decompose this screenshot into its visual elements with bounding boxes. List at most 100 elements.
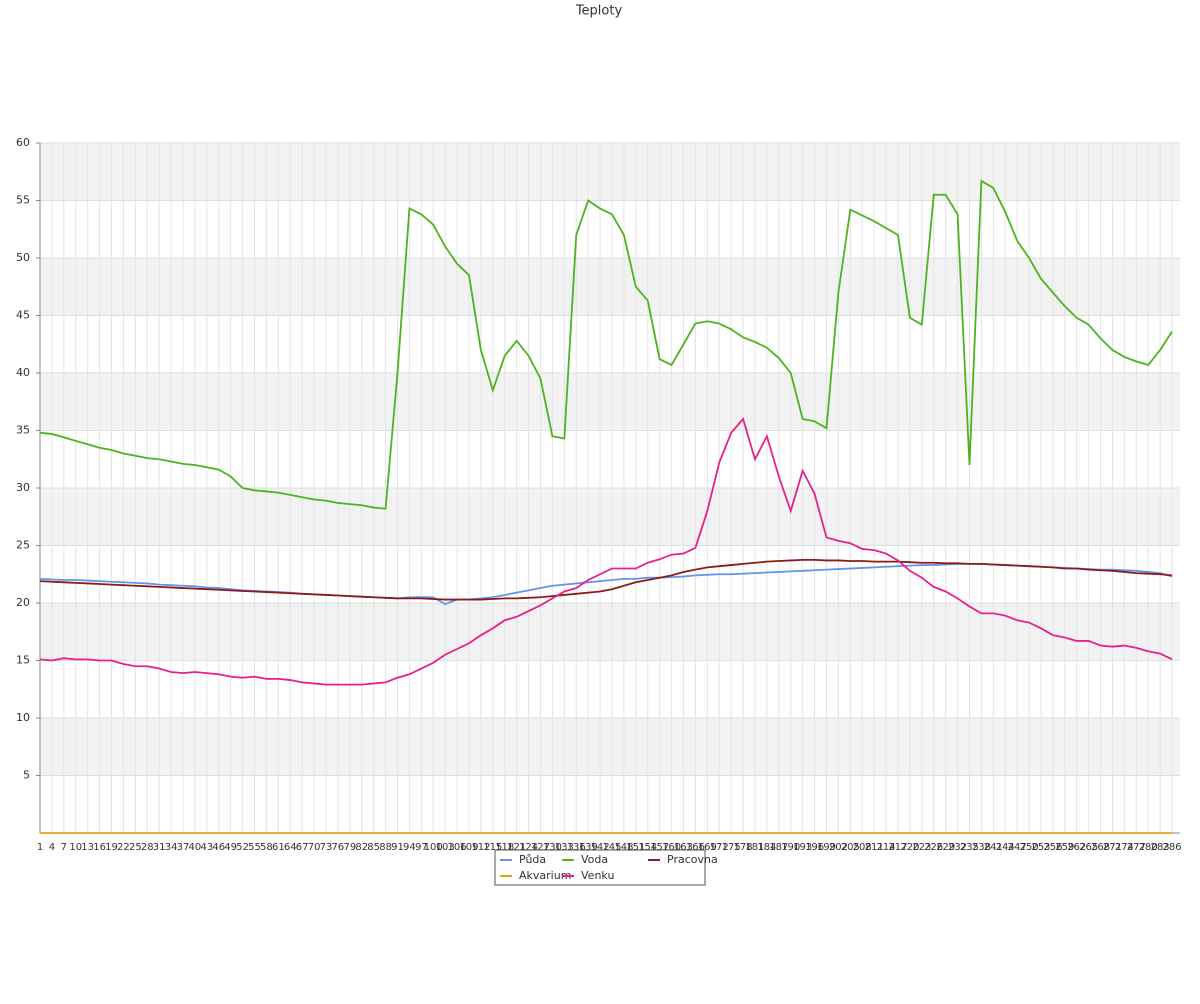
series-line <box>39 563 1173 606</box>
x-tick-label: 73 <box>320 842 333 853</box>
x-tick-label: 193 <box>793 842 812 853</box>
x-tick-label: 145 <box>602 842 621 853</box>
x-tick-label: 160 <box>662 842 681 853</box>
x-tick-label: 28 <box>141 842 154 853</box>
x-tick-label: 10 <box>69 842 82 853</box>
x-tick-label: 181 <box>745 842 764 853</box>
y-tick-label: 50 <box>16 251 30 264</box>
x-tick-label: 178 <box>734 842 753 853</box>
x-tick-label: 118 <box>495 842 514 853</box>
x-tick-label: 31 <box>153 842 166 853</box>
x-tick-label: 274 <box>1115 842 1134 853</box>
legend-label: Akvarium <box>519 869 571 882</box>
x-tick-label: 163 <box>674 842 693 853</box>
x-tick-label: 187 <box>769 842 788 853</box>
x-tick-label: 220 <box>900 842 919 853</box>
x-tick-label: 61 <box>272 842 285 853</box>
x-tick-label: 124 <box>519 842 538 853</box>
x-tick-label: 19 <box>105 842 118 853</box>
series-line <box>39 558 1173 601</box>
x-tick-label: 283 <box>1151 842 1170 853</box>
x-tick-label: 43 <box>200 842 213 853</box>
x-tick-label: 103 <box>436 842 455 853</box>
x-tick-label: 49 <box>224 842 237 853</box>
x-tick-label: 217 <box>888 842 907 853</box>
x-tick-label: 76 <box>332 842 345 853</box>
x-tick-label: 139 <box>579 842 598 853</box>
x-tick-label: 58 <box>260 842 273 853</box>
x-tick-label: 22 <box>117 842 130 853</box>
x-tick-label: 100 <box>424 842 443 853</box>
x-tick-label: 127 <box>531 842 550 853</box>
x-tick-label: 202 <box>829 842 848 853</box>
x-tick-label: 97 <box>415 842 428 853</box>
x-tick-label: 172 <box>710 842 729 853</box>
x-tick-label: 199 <box>817 842 836 853</box>
x-tick-label: 151 <box>626 842 645 853</box>
x-tick-label: 91 <box>391 842 404 853</box>
x-tick-label: 241 <box>984 842 1003 853</box>
grid-band <box>40 603 1180 661</box>
x-tick-label: 25 <box>129 842 142 853</box>
y-tick-label: 55 <box>16 194 30 207</box>
x-tick-label: 40 <box>189 842 202 853</box>
x-tick-label: 64 <box>284 842 297 853</box>
x-tick-label: 223 <box>912 842 931 853</box>
x-tick-label: 247 <box>1008 842 1027 853</box>
x-tick-label: 121 <box>507 842 526 853</box>
x-tick-label: 55 <box>248 842 261 853</box>
grid-band <box>40 373 1180 431</box>
grid-band <box>40 258 1180 316</box>
x-tick-label: 262 <box>1067 842 1086 853</box>
x-tick-label: 133 <box>555 842 574 853</box>
x-tick-label: 244 <box>996 842 1015 853</box>
series-line <box>39 417 1173 686</box>
x-tick-label: 166 <box>686 842 705 853</box>
x-tick-label: 82 <box>355 842 368 853</box>
x-tick-label: 226 <box>924 842 943 853</box>
x-tick-label: 142 <box>591 842 610 853</box>
x-tick-label: 136 <box>567 842 586 853</box>
x-tick-label: 190 <box>781 842 800 853</box>
y-tick-label: 10 <box>16 711 30 724</box>
y-tick-label: 20 <box>16 596 30 609</box>
x-tick-label: 265 <box>1079 842 1098 853</box>
legend-label: Venku <box>581 869 614 882</box>
x-tick-label: 238 <box>972 842 991 853</box>
x-tick-label: 79 <box>343 842 356 853</box>
x-tick-label: 34 <box>165 842 178 853</box>
y-tick-label: 25 <box>16 539 30 552</box>
x-tick-label: 256 <box>1043 842 1062 853</box>
x-tick-label: 271 <box>1103 842 1122 853</box>
chart-title: Teploty <box>575 4 623 19</box>
x-tick-label: 196 <box>805 842 824 853</box>
x-tick-label: 88 <box>379 842 392 853</box>
x-tick-label: 157 <box>650 842 669 853</box>
series-line <box>39 179 1173 510</box>
x-tick-label: 259 <box>1055 842 1074 853</box>
y-tick-label: 5 <box>23 769 30 782</box>
x-tick-label: 106 <box>448 842 467 853</box>
x-tick-label: 169 <box>698 842 717 853</box>
x-tick-label: 205 <box>841 842 860 853</box>
x-tick-label: 154 <box>638 842 657 853</box>
x-tick-label: 13 <box>81 842 94 853</box>
x-tick-label: 37 <box>177 842 190 853</box>
y-tick-label: 45 <box>16 309 30 322</box>
x-tick-label: 85 <box>367 842 380 853</box>
legend-label: Voda <box>581 853 608 866</box>
x-tick-label: 4 <box>49 842 55 853</box>
x-tick-label: 109 <box>459 842 478 853</box>
x-tick-label: 130 <box>543 842 562 853</box>
x-tick-label: 268 <box>1091 842 1110 853</box>
grid-band <box>40 488 1180 546</box>
y-tick-label: 15 <box>16 654 30 667</box>
x-tick-label: 46 <box>212 842 225 853</box>
legend <box>494 849 706 886</box>
x-tick-label: 208 <box>853 842 872 853</box>
x-tick-label: 16 <box>93 842 106 853</box>
grid-band <box>40 718 1180 776</box>
x-tick-label: 112 <box>471 842 490 853</box>
y-tick-label: 40 <box>16 366 30 379</box>
